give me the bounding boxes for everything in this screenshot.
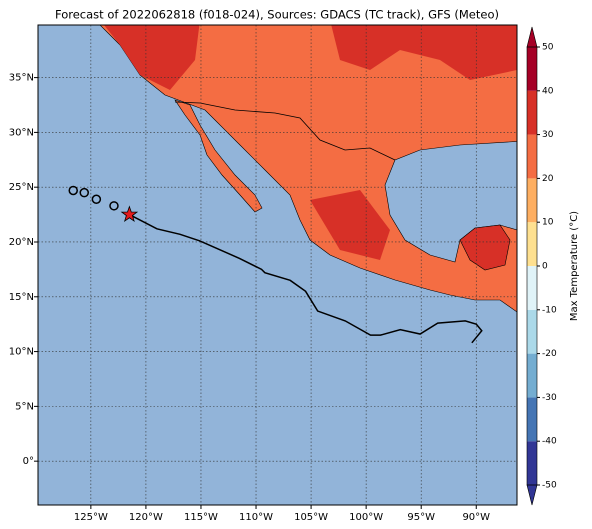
colorbar-bin bbox=[527, 47, 537, 91]
map-frame bbox=[37, 24, 518, 506]
colorbar-tick-label: -40 bbox=[542, 437, 557, 447]
land-hot bbox=[310, 190, 390, 260]
past-position bbox=[91, 194, 102, 204]
x-tick-label: 115°W bbox=[184, 512, 218, 523]
y-tick-label: 5°N bbox=[15, 401, 34, 412]
colorbar-label: Max Temperature (°C) bbox=[569, 211, 580, 321]
colorbar-bin bbox=[527, 266, 537, 310]
current-position bbox=[120, 205, 139, 223]
land-hot bbox=[331, 25, 517, 80]
colorbar-tick-label: 30 bbox=[542, 130, 554, 140]
yucatan bbox=[459, 224, 511, 271]
colorbar-tick-label: 50 bbox=[542, 43, 554, 53]
y-tick-label: 10°N bbox=[9, 347, 34, 358]
colorbar-bin bbox=[527, 309, 537, 354]
map-title: Forecast of 2022062818 (f018-024), Sourc… bbox=[55, 8, 499, 22]
x-tick-label: 125°W bbox=[74, 512, 108, 523]
colorbar-tick-label: 40 bbox=[542, 86, 554, 96]
colorbar-tick-label: 0 bbox=[542, 262, 548, 272]
y-tick-label: 15°N bbox=[9, 292, 34, 303]
x-tick-label: 90°W bbox=[462, 512, 490, 523]
past-position bbox=[79, 187, 89, 198]
y-tick-label: 0° bbox=[23, 456, 34, 467]
colorbar-tick-label: -30 bbox=[542, 393, 557, 403]
x-tick-label: 100°W bbox=[349, 512, 383, 523]
x-tick-label: 120°W bbox=[129, 512, 163, 523]
y-tick-label: 25°N bbox=[9, 182, 34, 193]
colorbar-bin bbox=[527, 134, 537, 179]
x-tick-label: 105°W bbox=[294, 512, 328, 523]
y-tick-label: 20°N bbox=[9, 237, 34, 248]
y-tick-label: 30°N bbox=[9, 127, 34, 138]
colorbar-bin bbox=[527, 353, 537, 398]
colorbar-extend bbox=[526, 26, 538, 48]
past-position bbox=[109, 201, 119, 211]
land-hot bbox=[104, 25, 200, 90]
track-line bbox=[129, 213, 483, 344]
colorbar-bin bbox=[527, 397, 537, 442]
y-tick-label: 35°N bbox=[9, 73, 34, 84]
colorbar-bin bbox=[527, 222, 537, 266]
map-area bbox=[38, 25, 517, 505]
colorbar-tick-label: -50 bbox=[542, 481, 557, 491]
colorbar-tick-label: 20 bbox=[542, 174, 554, 184]
x-tick-label: 95°W bbox=[407, 512, 435, 523]
x-tick-label: 110°W bbox=[239, 512, 273, 523]
gulf-of-mexico bbox=[384, 141, 517, 263]
colorbar-tick-label: 10 bbox=[542, 218, 554, 228]
colorbar-extend bbox=[526, 484, 538, 506]
colorbar-tick-label: -10 bbox=[542, 305, 557, 315]
colorbar-bin bbox=[527, 178, 537, 223]
colorbar-tick-label: -20 bbox=[542, 349, 557, 359]
border bbox=[174, 101, 396, 161]
past-position bbox=[68, 185, 78, 196]
colorbar-bin bbox=[527, 441, 537, 485]
colorbar-bin bbox=[527, 90, 537, 135]
